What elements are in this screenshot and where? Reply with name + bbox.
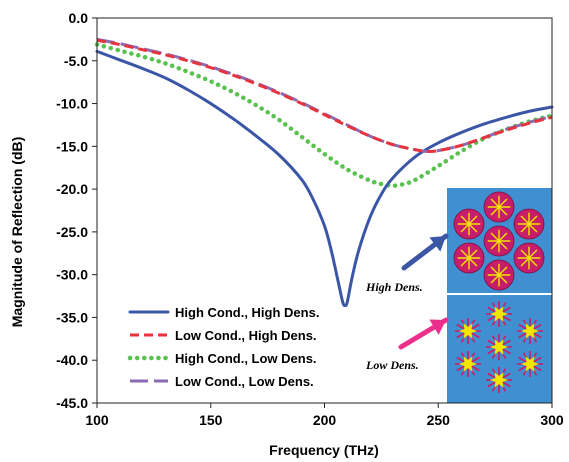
high-density-particle (453, 208, 485, 240)
legend-label: Low Cond., High Dens. (175, 328, 317, 343)
series-line-3 (94, 42, 555, 188)
low-density-particle (486, 334, 512, 360)
x-tick-label: 250 (427, 412, 451, 428)
plot-frame (96, 17, 553, 404)
x-axis-title: Frequency (THz) (269, 442, 379, 458)
legend-label: High Cond., High Dens. (175, 305, 319, 320)
low-density-particle (486, 301, 512, 327)
legend-label: Low Cond., Low Dens. (175, 374, 314, 389)
y-axis-ticks: 0.0 -5.0 -10.0 -15.0 -20.0 -25.0 -30.0 -35.0 -40… (56, 10, 97, 411)
low-density-arrow (398, 317, 449, 350)
high-density-arrow (401, 233, 449, 271)
high-density-particle (513, 242, 545, 274)
series-lines (94, 37, 555, 308)
high-density-particle (453, 242, 485, 274)
y-tick-label: -40.0 (56, 352, 88, 368)
x-tick-label: 200 (313, 412, 337, 428)
y-tick-label: -10.0 (56, 96, 88, 112)
y-tick-label: -25.0 (56, 224, 88, 240)
y-axis-title: Magnitude of Reflection (dB) (9, 137, 25, 328)
low-density-label: Low Dens. (365, 358, 419, 372)
high-density-label: High Dens. (365, 280, 423, 294)
inset-illustration: High Dens. Low Dens. (365, 188, 552, 403)
high-density-particle (483, 259, 515, 291)
x-tick-label: 300 (540, 412, 564, 428)
y-tick-label: -5.0 (64, 53, 88, 69)
legend-label: High Cond., Low Dens. (175, 351, 317, 366)
low-density-particle (455, 351, 481, 377)
low-density-particle (455, 318, 481, 344)
low-density-particle (486, 367, 512, 393)
high-density-particle (513, 208, 545, 240)
y-tick-label: -45.0 (56, 395, 88, 411)
y-tick-label: -30.0 (56, 267, 88, 283)
high-density-particle (483, 191, 515, 223)
x-axis-ticks: 100 150 200 250 300 (85, 403, 564, 428)
y-tick-label: -20.0 (56, 181, 88, 197)
x-tick-label: 150 (199, 412, 223, 428)
low-density-particle (517, 351, 543, 377)
y-tick-label: -35.0 (56, 309, 88, 325)
y-tick-label: 0.0 (69, 10, 89, 26)
x-tick-label: 100 (85, 412, 109, 428)
low-density-particle (517, 318, 543, 344)
series-line-1 (95, 49, 554, 308)
series-line-2 (96, 38, 553, 154)
legend: High Cond., High Dens. Low Cond., High De… (127, 305, 319, 389)
y-tick-label: -15.0 (56, 138, 88, 154)
high-density-particle (483, 225, 515, 257)
